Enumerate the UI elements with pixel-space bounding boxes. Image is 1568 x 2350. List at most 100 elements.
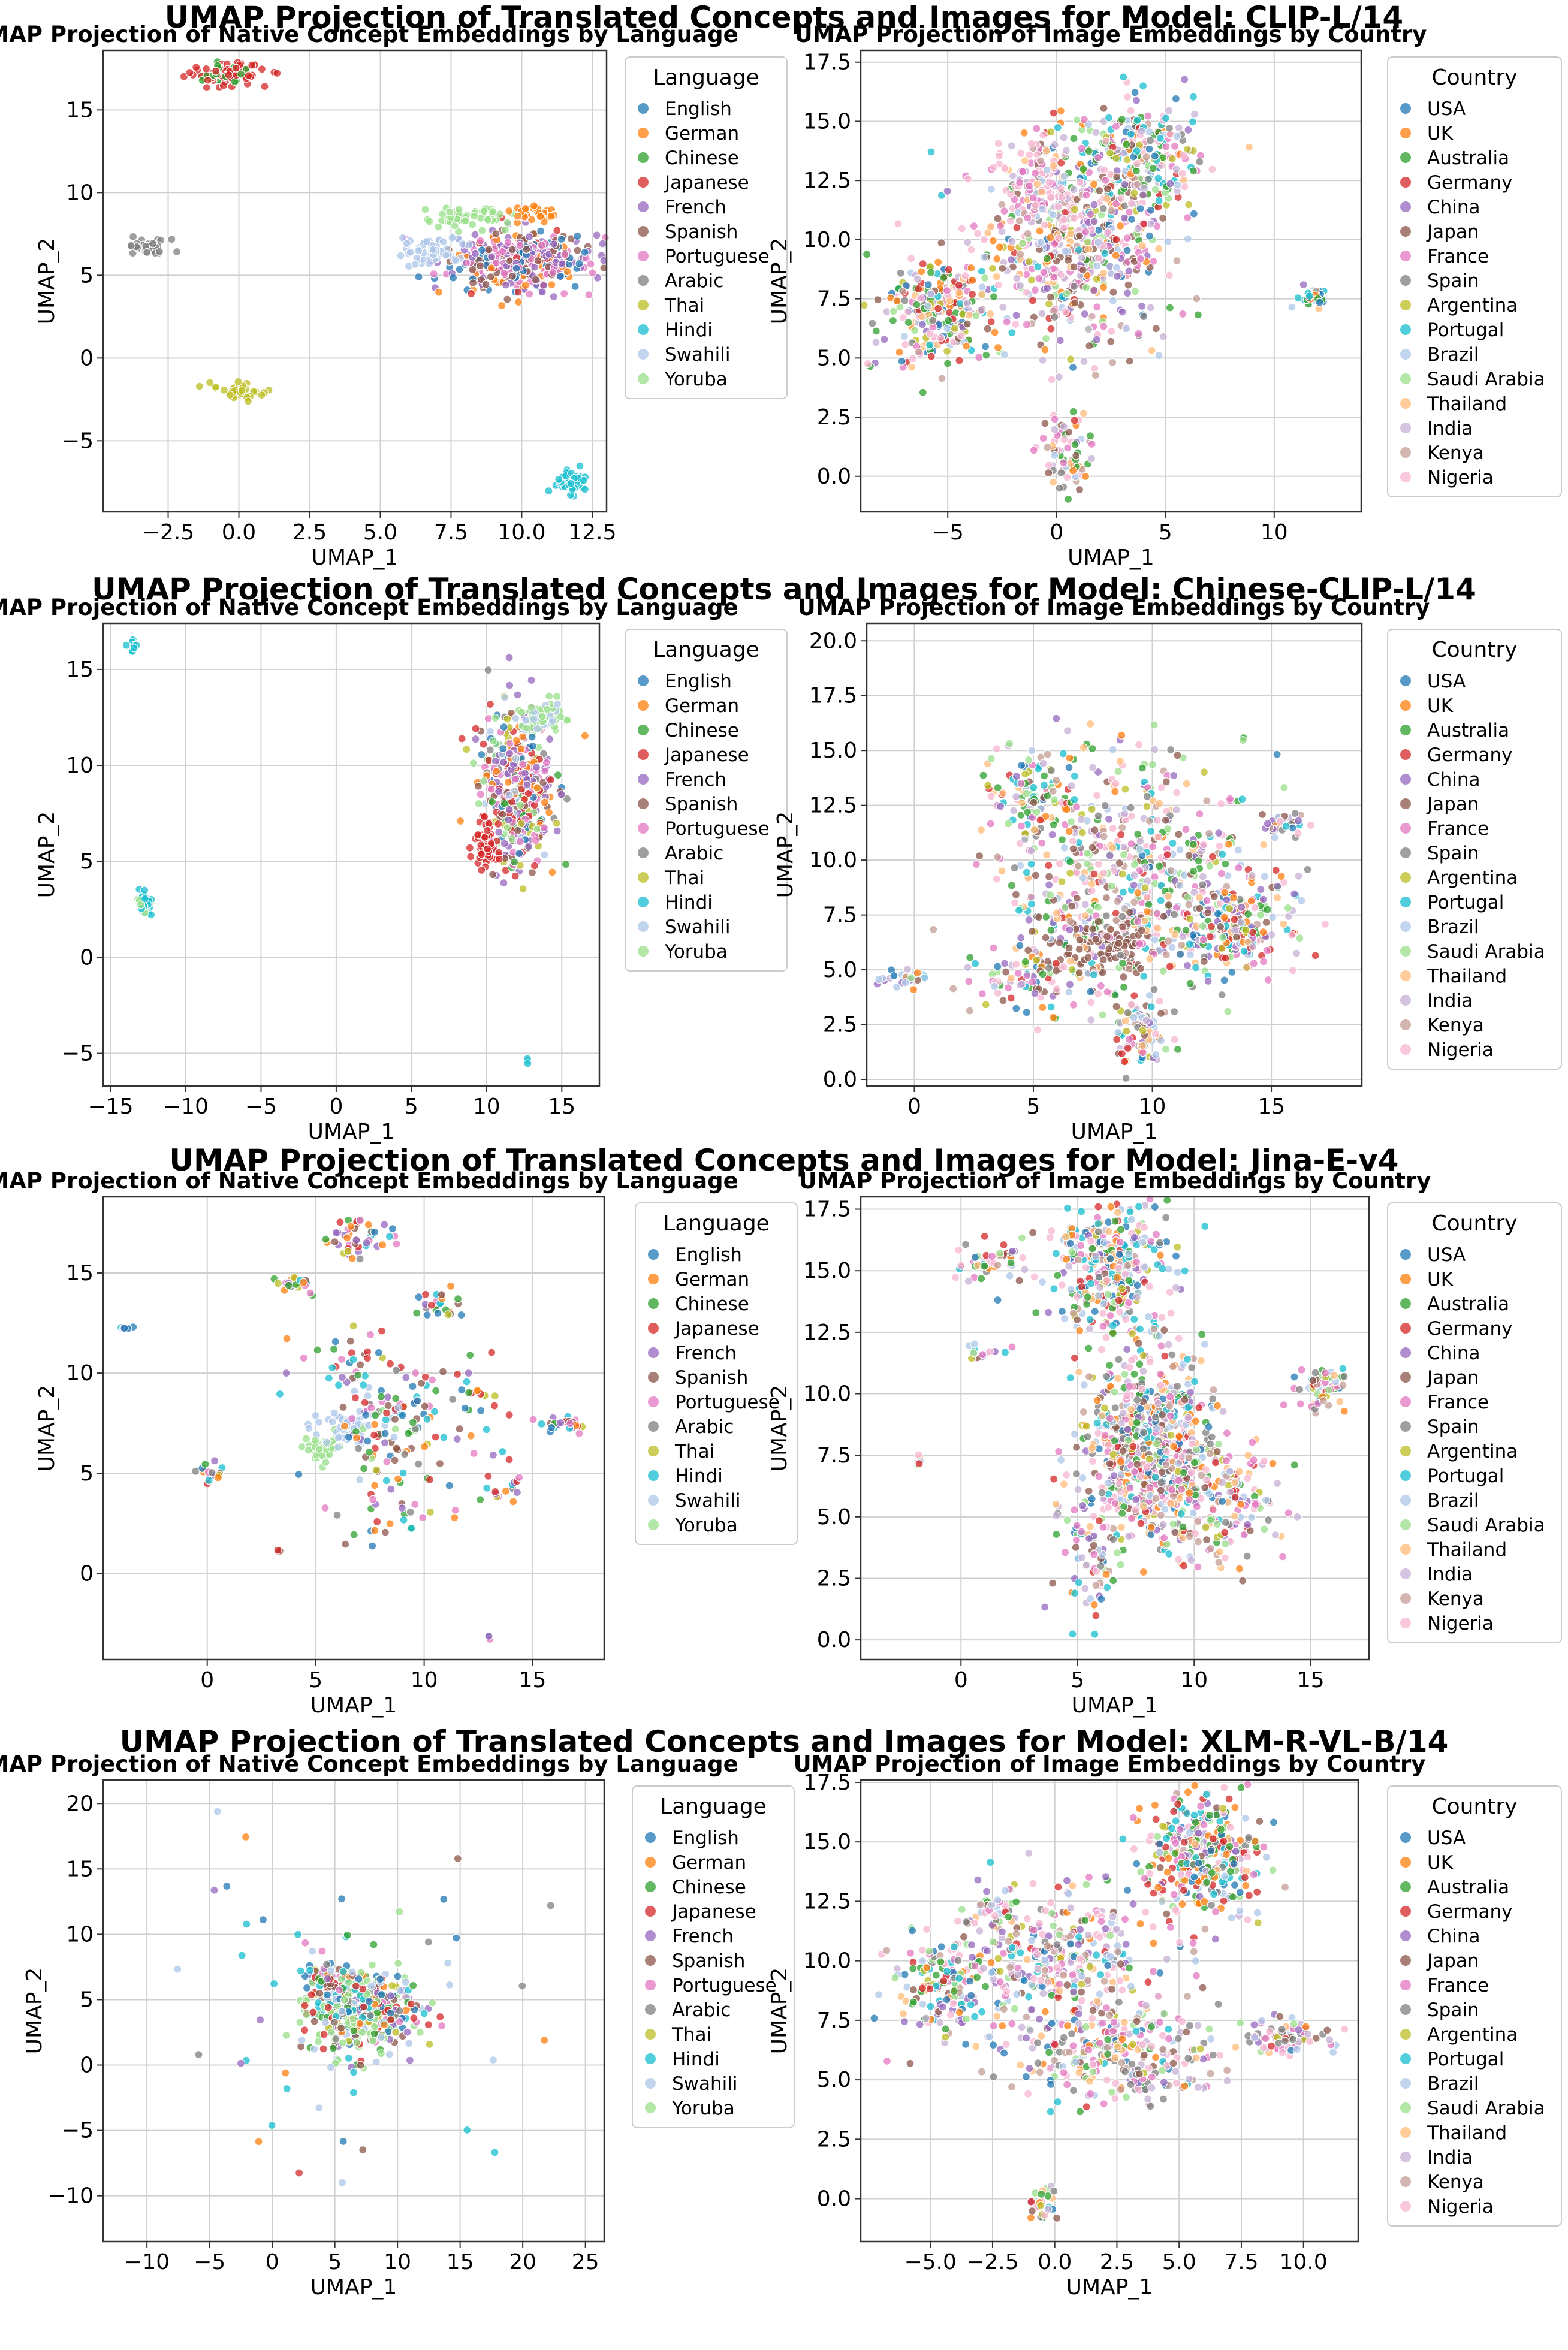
scatter-point: [892, 297, 901, 306]
scatter-point: [1140, 1263, 1150, 1272]
scatter-point: [512, 1488, 522, 1497]
legend-label: Thailand: [1427, 966, 1507, 987]
scatter-point: [371, 1411, 380, 1420]
scatter-point: [1144, 1312, 1153, 1322]
scatter-point: [1183, 234, 1192, 243]
scatter-point: [328, 1363, 337, 1372]
panel-clip-country: UMAP Projection of Image Embeddings by C…: [767, 22, 1562, 570]
scatter-point: [511, 871, 520, 880]
scatter-point: [462, 745, 471, 754]
scatter-point: [1087, 454, 1096, 463]
scatter-point: [1050, 273, 1059, 282]
scatter-point: [1234, 846, 1243, 855]
scatter-point: [521, 716, 530, 725]
scatter-point: [547, 212, 556, 221]
x-tick-label: −5: [245, 1094, 277, 1119]
scatter-point: [406, 1507, 415, 1516]
scatter-point: [1147, 1002, 1156, 1012]
scatter-point: [1175, 845, 1184, 855]
scatter-point: [1024, 755, 1033, 765]
scatter-point: [1055, 484, 1064, 493]
scatter-point: [466, 1351, 475, 1360]
scatter-point: [1082, 191, 1091, 200]
scatter-point: [1172, 257, 1181, 266]
scatter-point: [334, 1381, 343, 1390]
scatter-point: [1225, 794, 1235, 803]
x-tick-label: −15: [88, 1094, 134, 1119]
scatter-point: [148, 239, 157, 248]
scatter-point: [402, 239, 411, 248]
scatter-point: [1023, 229, 1032, 238]
legend-label: USA: [1427, 98, 1466, 120]
scatter-point: [503, 823, 512, 832]
legend-marker: [638, 798, 649, 809]
scatter-point: [498, 247, 507, 256]
scatter-point: [561, 860, 571, 869]
scatter-point: [195, 382, 204, 391]
scatter-point: [1012, 960, 1021, 969]
scatter-point: [1008, 328, 1017, 337]
scatter-point: [1048, 478, 1058, 487]
legend-label: Nigeria: [1427, 1039, 1494, 1061]
scatter-point: [429, 245, 438, 254]
scatter-point: [1176, 949, 1185, 959]
scatter-point: [1184, 125, 1193, 134]
scatter-point: [484, 1631, 493, 1641]
scatter-point: [1072, 802, 1081, 812]
scatter-point: [1130, 1315, 1139, 1324]
scatter-point: [155, 247, 164, 256]
scatter-point: [328, 1417, 337, 1426]
scatter-point: [448, 233, 457, 242]
scatter-point: [1127, 215, 1136, 224]
scatter-point: [897, 357, 906, 366]
scatter-point: [1111, 787, 1120, 796]
scatter-point: [1159, 332, 1168, 342]
scatter-point: [863, 359, 872, 369]
y-tick-label: 2.5: [817, 405, 851, 430]
scatter-point: [1102, 1333, 1111, 1342]
scatter-point: [1179, 151, 1188, 160]
scatter-point: [367, 1404, 376, 1413]
scatter-point: [1197, 1330, 1207, 1339]
scatter-point: [1121, 785, 1130, 794]
scatter-point: [1090, 870, 1099, 879]
scatter-point: [1030, 1272, 1039, 1281]
scatter-point: [1027, 927, 1036, 936]
scatter-point: [1061, 307, 1070, 316]
scatter-point: [987, 185, 996, 194]
scatter-point: [185, 68, 194, 77]
scatter-point: [514, 288, 523, 297]
scatter-point: [937, 191, 946, 200]
scatter-point: [1123, 1008, 1132, 1018]
legend-label: Hindi: [665, 892, 713, 913]
scatter-point: [1180, 182, 1189, 191]
scatter-point: [499, 758, 508, 767]
scatter-point: [586, 260, 595, 269]
scatter-point: [987, 754, 996, 763]
scatter-point: [1119, 850, 1129, 859]
scatter-point: [1051, 959, 1061, 968]
scatter-point: [1283, 903, 1292, 913]
scatter-point: [1027, 139, 1036, 148]
legend-label: French: [665, 197, 726, 218]
scatter-point: [910, 326, 919, 335]
scatter-point: [926, 289, 936, 298]
scatter-point: [1158, 1264, 1167, 1273]
scatter-point: [1146, 303, 1155, 312]
scatter-point: [981, 1000, 990, 1009]
scatter-point: [892, 982, 901, 991]
scatter-point: [1116, 951, 1125, 960]
scatter-point: [1070, 205, 1079, 214]
scatter-point: [1133, 888, 1142, 897]
scatter-point: [981, 342, 990, 351]
y-tick-label: 5: [80, 1461, 94, 1486]
scatter-point: [1199, 840, 1208, 849]
legend-marker: [1400, 872, 1411, 883]
scatter-point: [329, 1344, 339, 1353]
scatter-point: [1044, 963, 1053, 973]
scatter-point: [977, 267, 986, 276]
scatter-point: [1075, 936, 1084, 945]
scatter-point: [1145, 816, 1154, 826]
scatter-point: [1098, 1010, 1107, 1019]
scatter-point: [552, 819, 561, 828]
